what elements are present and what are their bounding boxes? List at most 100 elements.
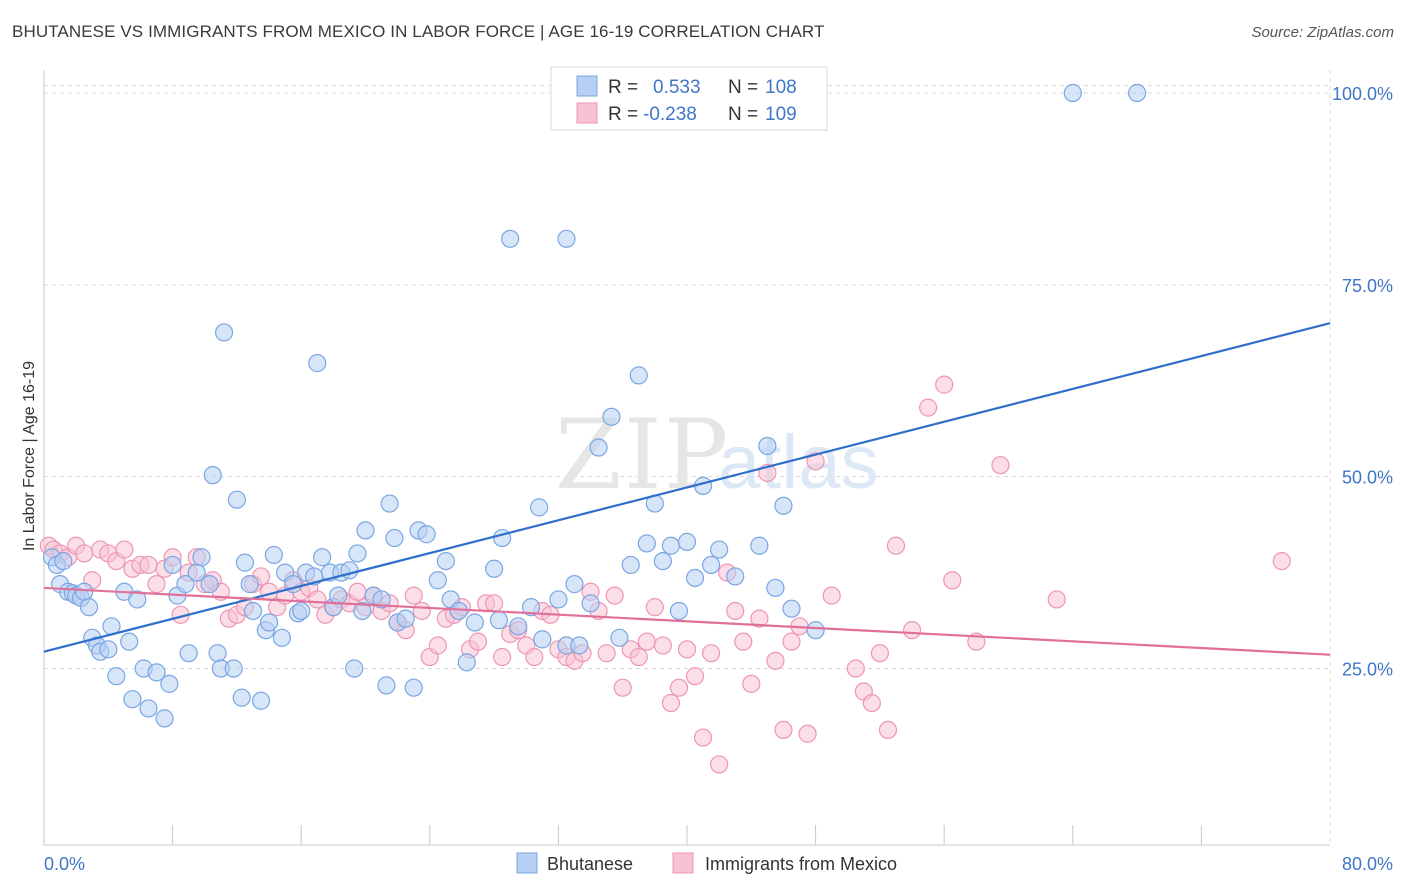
point-bhutanese bbox=[380, 494, 399, 513]
point-bhutanese bbox=[54, 551, 73, 571]
point-bhutanese bbox=[235, 553, 255, 572]
point-bhutanese bbox=[726, 567, 745, 586]
point-mexico bbox=[870, 644, 890, 663]
point-bhutanese bbox=[589, 438, 608, 457]
point-bhutanese bbox=[1127, 83, 1147, 103]
legend-n-label: N = bbox=[728, 77, 758, 98]
point-mexico bbox=[710, 755, 729, 774]
point-bhutanese bbox=[385, 528, 404, 548]
point-bhutanese bbox=[653, 551, 672, 571]
y-tick-label: 75.0% bbox=[1342, 276, 1393, 296]
point-bhutanese bbox=[208, 644, 227, 663]
point-mexico bbox=[525, 647, 544, 667]
point-bhutanese bbox=[530, 498, 549, 517]
point-mexico bbox=[846, 659, 865, 678]
point-bhutanese bbox=[292, 601, 311, 621]
point-mexico bbox=[669, 678, 689, 697]
point-bhutanese bbox=[521, 598, 541, 617]
point-bhutanese bbox=[308, 354, 327, 373]
point-bhutanese bbox=[227, 490, 246, 509]
point-bhutanese bbox=[396, 609, 415, 628]
point-bhutanese bbox=[243, 601, 263, 621]
point-bhutanese bbox=[710, 540, 729, 559]
point-mexico bbox=[1272, 551, 1291, 571]
point-bhutanese bbox=[179, 644, 198, 663]
point-mexico bbox=[919, 398, 938, 417]
point-mexico bbox=[798, 724, 817, 743]
point-mexico bbox=[702, 644, 721, 663]
point-bhutanese bbox=[200, 575, 219, 594]
point-bhutanese bbox=[377, 676, 396, 695]
point-bhutanese bbox=[329, 586, 348, 605]
point-bhutanese bbox=[312, 548, 332, 567]
trend-line-mexico bbox=[43, 586, 1331, 656]
point-bhutanese bbox=[465, 613, 484, 632]
point-bhutanese bbox=[264, 545, 283, 565]
point-bhutanese bbox=[565, 575, 584, 594]
point-bhutanese bbox=[509, 617, 528, 636]
point-mexico bbox=[774, 720, 793, 740]
y-tick-label: 25.0% bbox=[1342, 660, 1393, 680]
point-bhutanese bbox=[782, 599, 801, 618]
point-bhutanese bbox=[485, 559, 504, 578]
point-bhutanese bbox=[774, 496, 793, 515]
watermark-atlas: atlas bbox=[718, 420, 879, 505]
point-bhutanese bbox=[404, 678, 423, 697]
point-bhutanese bbox=[1063, 83, 1082, 103]
point-bhutanese bbox=[240, 575, 259, 594]
point-mexico bbox=[653, 636, 672, 655]
bottom-legend: Bhutanese Immigrants from Mexico bbox=[516, 852, 897, 874]
point-mexico bbox=[661, 693, 681, 713]
point-bhutanese bbox=[661, 536, 681, 555]
point-bhutanese bbox=[79, 598, 99, 617]
bottom-legend-swatch-bhutanese bbox=[516, 852, 538, 874]
point-mexico bbox=[862, 693, 881, 713]
legend-swatch-bhutanese bbox=[576, 75, 598, 97]
point-mexico bbox=[766, 651, 785, 670]
point-mexico bbox=[645, 598, 664, 617]
point-bhutanese bbox=[139, 699, 158, 718]
point-bhutanese bbox=[750, 536, 769, 555]
point-bhutanese bbox=[123, 690, 142, 709]
point-bhutanese bbox=[345, 659, 364, 678]
x-tick-label: 80.0% bbox=[1342, 854, 1393, 874]
point-mexico bbox=[806, 452, 825, 471]
point-bhutanese bbox=[232, 688, 251, 707]
point-bhutanese bbox=[570, 636, 589, 655]
point-mexico bbox=[935, 375, 954, 394]
point-bhutanese bbox=[203, 466, 222, 485]
point-bhutanese bbox=[610, 628, 629, 647]
point-bhutanese bbox=[702, 555, 721, 575]
point-bhutanese bbox=[449, 601, 468, 621]
legend-n-value: 108 bbox=[765, 77, 797, 98]
point-bhutanese bbox=[224, 659, 243, 678]
point-mexico bbox=[878, 720, 898, 740]
point-bhutanese bbox=[155, 709, 174, 728]
point-bhutanese bbox=[806, 621, 825, 640]
point-mexico bbox=[726, 601, 745, 621]
point-mexico bbox=[1047, 590, 1066, 609]
point-bhutanese bbox=[549, 590, 568, 609]
point-bhutanese bbox=[160, 674, 179, 693]
point-mexico bbox=[412, 601, 431, 621]
point-bhutanese bbox=[766, 578, 785, 598]
point-mexico bbox=[902, 621, 922, 640]
point-mexico bbox=[147, 575, 166, 594]
legend-r-value: 0.533 bbox=[653, 77, 701, 98]
point-bhutanese bbox=[120, 632, 139, 651]
x-tick-label: 0.0% bbox=[44, 854, 85, 874]
trend-line-bhutanese bbox=[43, 322, 1331, 653]
point-mexico bbox=[637, 632, 656, 651]
bottom-legend-label-mexico: Immigrants from Mexico bbox=[705, 854, 897, 874]
bottom-legend-label-bhutanese: Bhutanese bbox=[547, 854, 633, 874]
bottom-legend-swatch-mexico bbox=[672, 852, 694, 874]
point-bhutanese bbox=[99, 640, 118, 659]
point-mexico bbox=[991, 456, 1010, 475]
point-mexico bbox=[742, 674, 761, 693]
point-bhutanese bbox=[677, 532, 697, 552]
legend-r-label: R = bbox=[608, 104, 638, 125]
legend-swatch-mexico bbox=[576, 102, 598, 124]
point-mexico bbox=[75, 544, 94, 563]
point-mexico bbox=[485, 594, 504, 613]
axes: 25.0% 50.0% 75.0% 100.0% 0.0% 80.0% bbox=[43, 70, 1393, 874]
